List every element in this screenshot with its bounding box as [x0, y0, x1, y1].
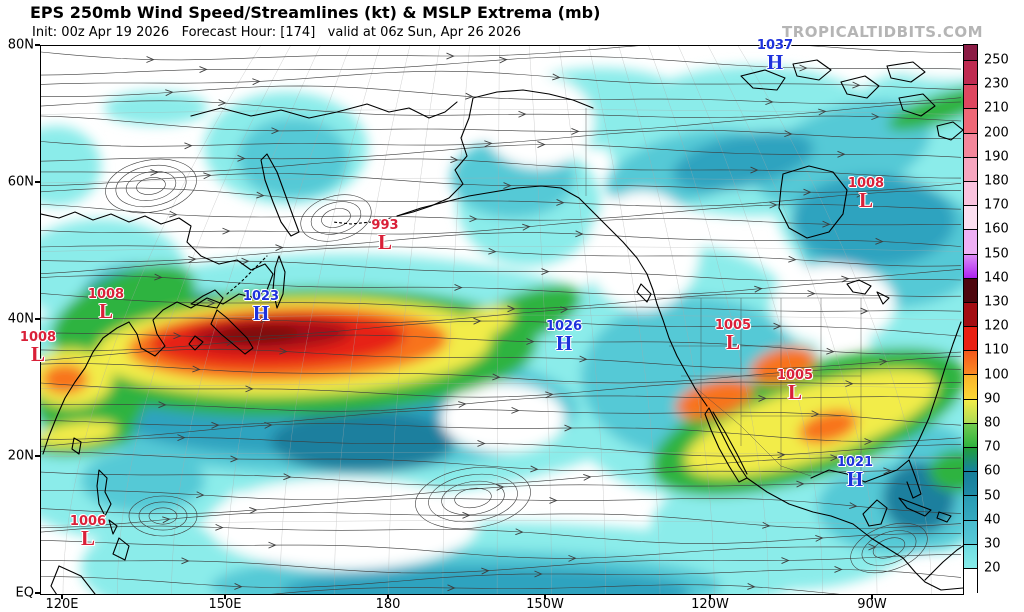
colorbar-label: 50	[984, 488, 1001, 504]
colorbar-label: 150	[984, 246, 1009, 262]
colorbar-cell	[964, 278, 977, 303]
lon-tick-label: 120W	[691, 597, 729, 612]
lat-tick-label: 80N	[7, 37, 34, 53]
coastlines	[41, 59, 963, 594]
map-plot	[40, 45, 964, 595]
colorbar-label: 160	[984, 221, 1009, 237]
colorbar-cell	[964, 230, 977, 255]
colorbar-label: 40	[984, 512, 1001, 528]
colorbar-label: 200	[984, 125, 1009, 141]
colorbar-label: 230	[984, 76, 1009, 92]
colorbar-cell	[964, 45, 977, 61]
colorbar-cell	[964, 423, 977, 448]
colorbar-cell	[964, 302, 977, 328]
colorbar-label: 110	[984, 342, 1009, 358]
colorbar-cell	[964, 375, 977, 400]
colorbar-cell	[964, 206, 977, 231]
lon-tick-label: 150E	[208, 597, 242, 612]
colorbar-cell	[964, 85, 977, 110]
colorbar-cell	[964, 399, 977, 424]
colorbar-cell	[964, 157, 977, 182]
colorbar-label: 20	[984, 560, 1001, 576]
political-borders	[585, 108, 881, 482]
colorbar-cell	[964, 568, 977, 593]
colorbar-cell	[964, 109, 977, 134]
colorbar-cell	[964, 448, 977, 473]
lat-tick-label: 60N	[7, 174, 34, 190]
colorbar-label: 30	[984, 536, 1001, 552]
lon-tick-label: 120E	[45, 597, 79, 612]
colorbar-cell	[964, 254, 977, 279]
colorbar-cell	[964, 496, 977, 521]
colorbar-label: 90	[984, 391, 1001, 407]
wind-field	[41, 46, 963, 594]
lat-tick-label: 40N	[7, 311, 34, 327]
colorbar-label: 70	[984, 439, 1001, 455]
colorbar-label: 80	[984, 415, 1001, 431]
colorbar-label: 190	[984, 149, 1009, 165]
colorbar-label: 210	[984, 100, 1009, 116]
colorbar-cell	[964, 133, 977, 158]
colorbar-label: 140	[984, 270, 1009, 286]
colorbar-cell	[964, 351, 977, 376]
colorbar-cell	[964, 544, 977, 569]
colorbar-cell	[964, 61, 977, 86]
colorbar-label: 120	[984, 318, 1009, 334]
colorbar-cell	[964, 472, 977, 497]
colorbar-label: 60	[984, 463, 1001, 479]
init-forecast-line: Init: 00z Apr 19 2026 Forecast Hour: [17…	[32, 25, 521, 40]
colorbar-cell	[964, 181, 977, 207]
lon-tick-label: 150W	[526, 597, 564, 612]
colorbar-label: 250	[984, 52, 1009, 68]
lat-tick-label: 20N	[7, 448, 34, 464]
streamlines	[41, 46, 962, 594]
colorbar-cell	[964, 520, 977, 545]
map-canvas	[41, 46, 963, 594]
colorbar-cell	[964, 327, 977, 352]
lon-tick-label: 180	[375, 597, 401, 612]
colorbar-label: 130	[984, 294, 1009, 310]
colorbar	[963, 44, 978, 593]
watermark: TROPICALTIDBITS.COM	[782, 23, 983, 41]
colorbar-label: 100	[984, 367, 1009, 383]
lat-tick-label: EQ	[15, 585, 34, 601]
lon-tick-label: 90W	[857, 597, 887, 612]
page-title: EPS 250mb Wind Speed/Streamlines (kt) & …	[30, 3, 601, 22]
colorbar-label: 180	[984, 173, 1009, 189]
colorbar-label: 170	[984, 197, 1009, 213]
